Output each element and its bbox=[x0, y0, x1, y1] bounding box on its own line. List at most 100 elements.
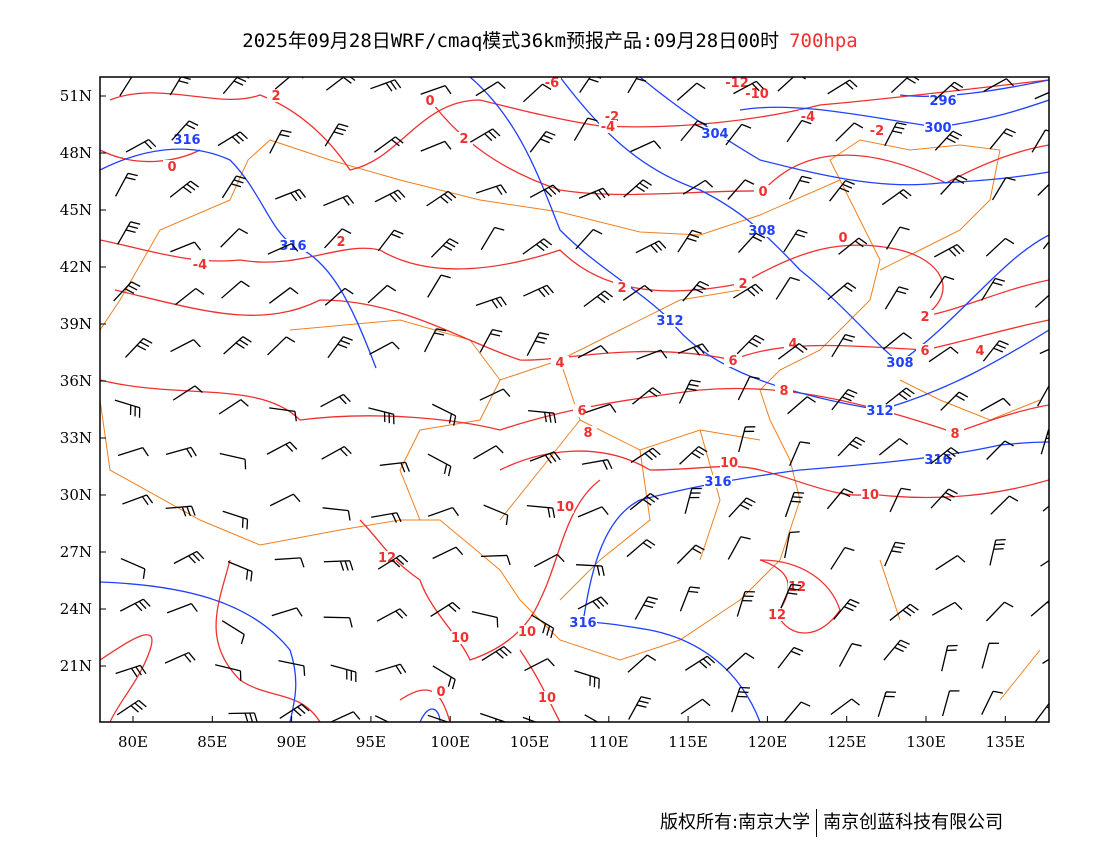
temperature-contour-label: 2 bbox=[738, 277, 747, 292]
temperature-contour-label: -4 bbox=[601, 120, 615, 135]
wind-barb bbox=[483, 504, 509, 526]
wind-barb bbox=[369, 341, 400, 355]
wind-barb bbox=[377, 229, 404, 252]
wind-barb bbox=[171, 120, 199, 141]
wind-barb bbox=[1042, 240, 1049, 250]
wind-barb bbox=[370, 79, 402, 92]
height-contour-label: 300 bbox=[924, 121, 951, 136]
wind-barb bbox=[733, 80, 764, 95]
temperature-contour-label: 2 bbox=[459, 132, 468, 147]
wind-barb bbox=[1034, 91, 1049, 100]
wind-barb bbox=[680, 120, 707, 142]
wind-barb bbox=[576, 564, 605, 576]
wind-barb bbox=[114, 399, 141, 418]
wind-barb bbox=[991, 177, 1016, 201]
wind-barb bbox=[115, 172, 138, 197]
wind-barb bbox=[676, 82, 706, 101]
wind-barb bbox=[626, 539, 656, 558]
wind-barb bbox=[430, 601, 461, 617]
wind-barb bbox=[1040, 428, 1049, 455]
copyright-footer: 版权所有:南京大学 南京创蓝科技有限公司 bbox=[660, 808, 1003, 837]
lon-tick-label: 135E bbox=[986, 733, 1026, 751]
wind-barb bbox=[228, 712, 258, 722]
wind-barb bbox=[528, 409, 557, 424]
wind-barb bbox=[777, 646, 804, 669]
lat-tick-label: 24N bbox=[60, 600, 92, 618]
wind-barb bbox=[227, 561, 253, 582]
wind-barb bbox=[680, 698, 711, 715]
wind-barb bbox=[630, 447, 661, 464]
wind-barb bbox=[223, 336, 252, 355]
wind-barb bbox=[324, 287, 354, 306]
wind-barb bbox=[470, 128, 501, 143]
wind-barb bbox=[684, 487, 702, 514]
wind-barb bbox=[884, 541, 906, 567]
lon-tick-label: 120E bbox=[748, 733, 788, 751]
wind-barb bbox=[930, 447, 960, 465]
temperature-contour-label: 12 bbox=[378, 551, 396, 566]
lat-tick-label: 33N bbox=[60, 429, 92, 447]
wind-barb bbox=[124, 337, 153, 358]
lon-tick-label: 130E bbox=[906, 733, 946, 751]
wind-barb bbox=[983, 78, 1014, 92]
wind-barb bbox=[827, 282, 857, 301]
wind-barb bbox=[786, 119, 812, 143]
lon-tick-label: 80E bbox=[118, 733, 148, 751]
temperature-contour-label: 6 bbox=[920, 344, 929, 359]
wind-barb bbox=[164, 651, 196, 664]
wind-barb bbox=[677, 343, 709, 356]
wind-barb bbox=[166, 603, 198, 614]
lat-tick-label: 51N bbox=[60, 87, 92, 105]
wind-barb bbox=[989, 128, 1016, 150]
wind-barb bbox=[219, 452, 247, 470]
lat-tick-label: 42N bbox=[60, 258, 92, 276]
wind-barb bbox=[324, 228, 352, 249]
wind-barb bbox=[1031, 129, 1049, 153]
wind-barb bbox=[322, 507, 351, 521]
wind-barb bbox=[884, 286, 909, 310]
chart-title: 2025年09月28日WRF/cmaq模式36km预报产品:09月28日00时 7… bbox=[0, 26, 1100, 53]
wind-barb bbox=[783, 701, 811, 722]
height-contour-label: 312 bbox=[866, 404, 893, 419]
wind-barb bbox=[777, 77, 806, 92]
wind-barb bbox=[738, 426, 756, 453]
wind-barb bbox=[941, 690, 960, 717]
wind-barb bbox=[884, 122, 907, 147]
wind-barb bbox=[736, 590, 755, 617]
wind-barb bbox=[1040, 559, 1049, 567]
wind-barb bbox=[376, 608, 408, 622]
wind-barb bbox=[627, 654, 657, 673]
wind-barb bbox=[165, 446, 197, 458]
wind-barb bbox=[835, 122, 864, 142]
lon-tick-label: 125E bbox=[827, 733, 867, 751]
wind-barb bbox=[480, 226, 505, 251]
wind-barb bbox=[522, 238, 553, 255]
height-contour-label: 316 bbox=[924, 453, 951, 468]
wind-barb bbox=[578, 187, 610, 201]
wind-barb bbox=[329, 711, 361, 722]
wind-barb bbox=[427, 453, 452, 477]
wind-barb bbox=[122, 494, 154, 506]
wind-barb bbox=[267, 336, 296, 356]
wind-barb bbox=[479, 328, 503, 353]
temperature-contour-label: 2 bbox=[336, 235, 345, 250]
wind-barb bbox=[777, 343, 808, 360]
lat-tick-label: 36N bbox=[60, 372, 92, 390]
wind-barb bbox=[575, 228, 603, 250]
wind-barb bbox=[622, 284, 653, 301]
wind-barb bbox=[585, 403, 617, 414]
lon-tick-label: 85E bbox=[197, 733, 227, 751]
wind-barb bbox=[323, 195, 355, 207]
temperature-contour-label: 6 bbox=[728, 354, 737, 369]
wind-barb bbox=[737, 376, 760, 401]
wind-barb bbox=[471, 610, 499, 628]
wind-barb bbox=[526, 504, 556, 519]
wind-barb bbox=[173, 550, 205, 565]
lon-tick-label: 115E bbox=[668, 733, 708, 751]
temperature-contour-label: 2 bbox=[271, 89, 280, 104]
wind-barb bbox=[529, 451, 561, 464]
wind-barb bbox=[981, 277, 1006, 301]
temperature-contour-label: -10 bbox=[745, 87, 769, 102]
wind-barb bbox=[838, 643, 862, 667]
wind-barb bbox=[725, 652, 755, 671]
